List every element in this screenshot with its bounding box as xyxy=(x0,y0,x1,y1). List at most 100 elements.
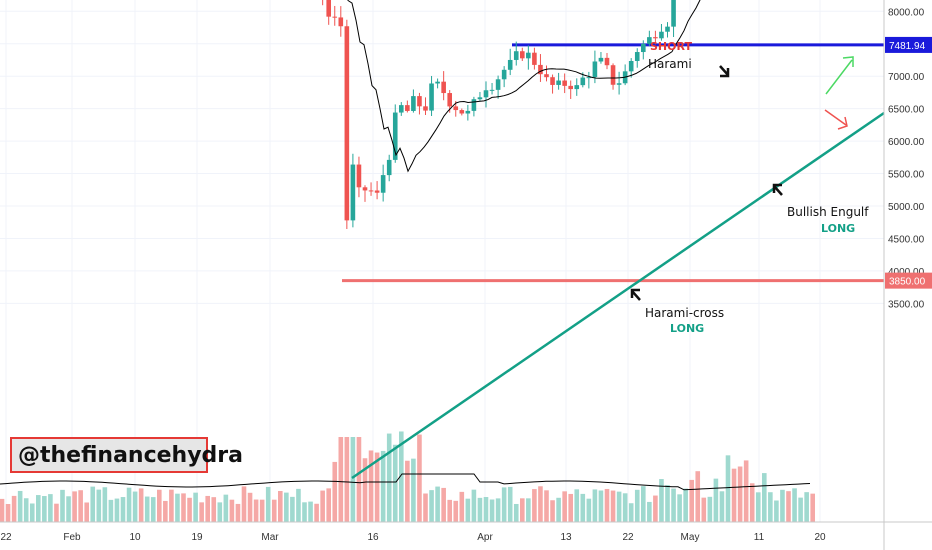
candle-body xyxy=(647,37,652,44)
volume-bar xyxy=(441,487,446,522)
volume-bar xyxy=(762,473,767,522)
y-tick-label: 8000.00 xyxy=(888,7,925,18)
volume-bar xyxy=(477,497,483,522)
volume-bar xyxy=(11,495,17,522)
volume-bar xyxy=(0,498,5,522)
watermark-text: @thefinancehydra xyxy=(18,442,243,468)
ascending-trendline xyxy=(351,111,885,480)
volume-bar xyxy=(163,500,168,522)
bullish-engulf-label: Bullish Engulf xyxy=(787,205,869,219)
candle-body xyxy=(501,69,507,80)
volume-bar xyxy=(199,502,204,522)
volume-bar xyxy=(544,490,549,522)
volume-bar xyxy=(235,503,241,522)
volume-bars xyxy=(0,431,815,522)
price-tag xyxy=(885,36,932,53)
volume-bar xyxy=(447,499,452,522)
volume-bar xyxy=(459,491,465,522)
volume-bar xyxy=(707,496,713,522)
red-arrow-icon xyxy=(824,109,848,130)
volume-bar xyxy=(501,487,507,522)
candle-body xyxy=(592,61,598,78)
x-tick-label: Mar xyxy=(261,532,279,543)
volume-bar xyxy=(72,491,77,522)
volume-bar xyxy=(689,479,694,522)
volume-bar xyxy=(677,494,682,522)
volume-bar xyxy=(731,468,737,522)
volume-bar xyxy=(628,503,634,522)
candle-body xyxy=(580,77,586,86)
horizontal-levels xyxy=(342,43,884,283)
volume-bar xyxy=(253,499,259,522)
volume-bar xyxy=(23,498,29,522)
volume-bar xyxy=(48,494,53,522)
volume-bar xyxy=(659,479,664,522)
candle-body xyxy=(429,83,434,111)
volume-bar xyxy=(574,489,580,522)
candle-body xyxy=(447,93,452,107)
volume-bar xyxy=(187,497,192,522)
volume-bar xyxy=(96,489,102,522)
x-tick-label: Feb xyxy=(63,532,81,543)
volume-bar xyxy=(247,492,253,522)
x-tick-label: 16 xyxy=(367,532,379,543)
y-tick-label: 7000.00 xyxy=(888,72,925,83)
x-tick-label: 11 xyxy=(754,532,765,543)
candle-body xyxy=(586,77,592,79)
volume-bar xyxy=(471,489,477,522)
candle-body xyxy=(532,52,537,65)
x-tick-label: 22 xyxy=(0,532,12,543)
volume-bar xyxy=(562,491,567,522)
volume-bar xyxy=(308,501,313,522)
volume-bar xyxy=(399,431,404,522)
candle-body xyxy=(332,16,338,18)
volume-bar xyxy=(653,495,658,522)
volume-bar xyxy=(435,486,440,522)
candle-body xyxy=(374,190,380,193)
volume-bar xyxy=(78,490,83,522)
annotations: SHORT Harami Bullish Engulf LONG Harami-cros… xyxy=(630,40,869,335)
y-tick-label: 4000.00 xyxy=(888,267,925,278)
volume-bar xyxy=(804,492,809,522)
volume-bar xyxy=(5,503,11,522)
volume-bar xyxy=(150,497,156,522)
volume-bar xyxy=(114,498,120,522)
volume-bar xyxy=(108,499,114,522)
volume-bar xyxy=(604,488,610,522)
moving-average-line xyxy=(347,0,701,173)
black-arrow-icon xyxy=(772,183,783,196)
volume-bar xyxy=(532,489,537,522)
y-tick-label: 5500.00 xyxy=(888,170,925,181)
candle-body xyxy=(544,74,549,78)
volume-bar xyxy=(592,489,598,522)
candle-body xyxy=(641,43,646,53)
moving-average xyxy=(347,0,701,173)
price-tag xyxy=(885,272,932,289)
volume-bar xyxy=(29,503,35,522)
candle-body xyxy=(386,159,392,176)
candle-body xyxy=(441,81,446,94)
volume-bar xyxy=(138,488,144,522)
volume-bar xyxy=(598,490,604,522)
volume-bar xyxy=(290,496,295,522)
volume-bar xyxy=(453,500,459,522)
volume-bar xyxy=(296,488,301,522)
volume-bar xyxy=(725,455,731,522)
x-tick-label: 22 xyxy=(622,532,634,543)
volume-bar xyxy=(526,498,531,522)
harami-cross-label: Harami-cross xyxy=(645,306,724,320)
x-tick-label: Apr xyxy=(477,532,493,543)
harami-label: Harami xyxy=(648,57,692,71)
volume-bar xyxy=(411,458,416,522)
volume-bar xyxy=(350,437,356,522)
volume-bar xyxy=(683,488,688,522)
candle-body xyxy=(671,0,676,27)
candle-body xyxy=(453,106,459,111)
volume-bar xyxy=(538,486,543,522)
volume-bar xyxy=(205,495,210,522)
volume-bar xyxy=(641,486,646,522)
volume-bar xyxy=(241,486,247,522)
volume-bar xyxy=(126,487,132,522)
